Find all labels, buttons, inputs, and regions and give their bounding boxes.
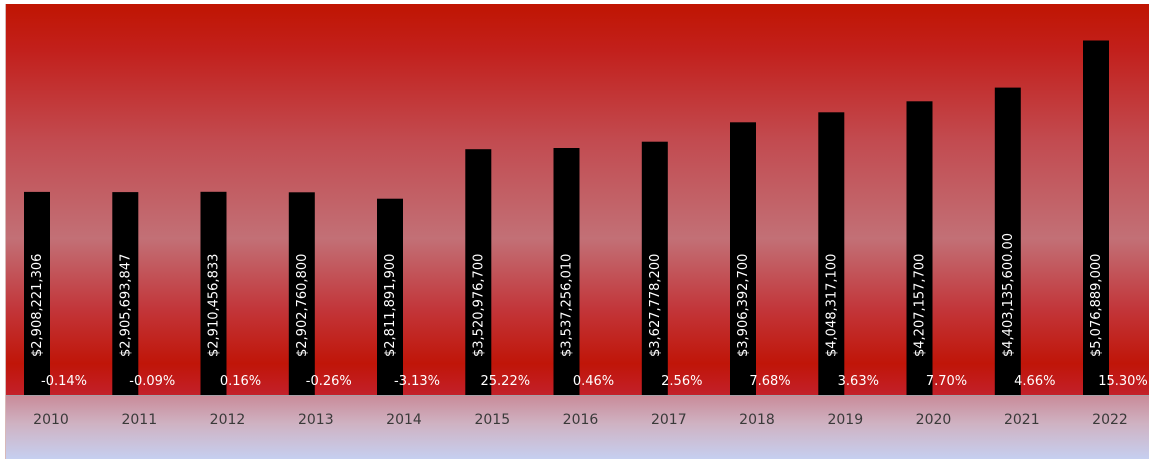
change-label-2021: 4.66%: [1014, 374, 1055, 389]
x-tick-label-2020: 2020: [916, 412, 952, 428]
bar-2018: [730, 122, 756, 396]
change-label-2019: 3.63%: [838, 374, 879, 389]
value-label-2021: $4,403,135,600.00: [1001, 233, 1016, 357]
change-label-2022: 15.30%: [1098, 374, 1148, 389]
value-label-2019: $4,048,317,100: [824, 254, 839, 357]
x-tick-label-2017: 2017: [651, 412, 687, 428]
bar-2014: [377, 198, 403, 395]
change-label-2012: 0.16%: [220, 374, 261, 389]
x-tick-label-2010: 2010: [33, 412, 69, 428]
value-label-2018: $3,906,392,700: [736, 254, 751, 357]
value-label-2017: $3,627,778,200: [648, 254, 663, 357]
x-tick-label-2021: 2021: [1004, 412, 1040, 428]
x-tick-label-2011: 2011: [121, 412, 157, 428]
value-label-2015: $3,520,976,700: [471, 254, 486, 357]
bar-2011: [112, 192, 139, 395]
change-label-2016: 0.46%: [573, 374, 614, 389]
bar-2020: [906, 101, 933, 396]
x-tick-label-2015: 2015: [474, 412, 510, 428]
bar-2019: [818, 112, 845, 396]
change-label-2015: 25.22%: [481, 374, 531, 389]
value-label-2013: $2,902,760,800: [295, 254, 310, 357]
bar-2015: [465, 149, 492, 395]
bar-2010: [24, 191, 50, 395]
bar-2022: [1083, 40, 1109, 395]
x-tick-label-2018: 2018: [739, 412, 775, 428]
category-axis-band: [6, 395, 1149, 459]
value-label-2020: $4,207,157,700: [913, 254, 928, 357]
value-label-2012: $2,910,456,833: [207, 254, 222, 357]
x-tick-label-2014: 2014: [386, 412, 422, 428]
change-label-2011: -0.09%: [129, 374, 175, 389]
bar-2012: [200, 191, 227, 395]
x-tick-label-2016: 2016: [563, 412, 599, 428]
change-label-2010: -0.14%: [41, 374, 87, 389]
x-tick-label-2013: 2013: [298, 412, 334, 428]
value-label-2011: $2,905,693,847: [118, 254, 133, 357]
value-label-2014: $2,811,891,900: [383, 254, 398, 357]
x-tick-label-2012: 2012: [210, 412, 246, 428]
change-label-2018: 7.68%: [749, 374, 790, 389]
change-label-2013: -0.26%: [306, 374, 352, 389]
change-label-2014: -3.13%: [394, 374, 440, 389]
bar-2016: [553, 148, 580, 395]
labels-layer: $2,908,221,306 -0.14% 2010 $2,905,693,847 -0…: [30, 233, 1148, 428]
change-label-2020: 7.70%: [926, 374, 967, 389]
bar-2013: [288, 192, 315, 395]
bar-2017: [641, 141, 668, 395]
bar-2021: [994, 87, 1021, 395]
change-label-2017: 2.56%: [661, 374, 702, 389]
x-tick-label-2022: 2022: [1092, 412, 1128, 428]
bars-layer: [24, 40, 1109, 396]
value-label-2010: $2,908,221,306: [30, 254, 45, 357]
value-label-2022: $5,076,889,000: [1089, 254, 1104, 357]
value-label-2016: $3,537,256,010: [560, 254, 575, 357]
x-tick-label-2019: 2019: [827, 412, 863, 428]
